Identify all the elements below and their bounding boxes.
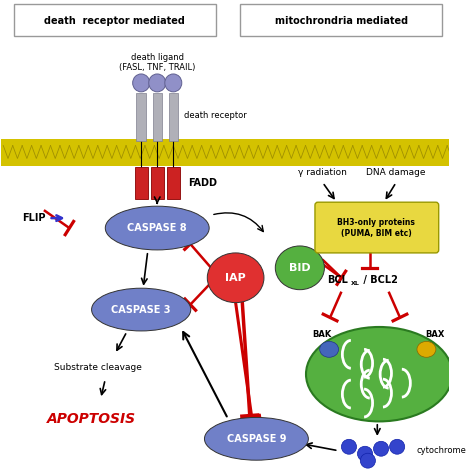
Ellipse shape bbox=[204, 418, 309, 460]
Bar bbox=[1, 138, 449, 166]
Ellipse shape bbox=[133, 74, 150, 92]
FancyBboxPatch shape bbox=[240, 4, 442, 36]
Text: APOPTOSIS: APOPTOSIS bbox=[46, 412, 136, 426]
Ellipse shape bbox=[341, 439, 356, 454]
Text: Substrate cleavage: Substrate cleavage bbox=[54, 363, 142, 372]
Text: CASPASE 3: CASPASE 3 bbox=[111, 305, 171, 315]
Bar bbox=[169, 93, 178, 141]
Text: FLIP: FLIP bbox=[22, 213, 46, 223]
Text: BAX: BAX bbox=[425, 330, 445, 339]
Text: BH3-only proteins
(PUMA, BIM etc): BH3-only proteins (PUMA, BIM etc) bbox=[337, 219, 415, 238]
Text: IAP: IAP bbox=[225, 273, 246, 283]
Text: death receptor: death receptor bbox=[184, 111, 246, 120]
Text: CASPASE 9: CASPASE 9 bbox=[227, 434, 286, 444]
FancyBboxPatch shape bbox=[315, 202, 439, 253]
Bar bbox=[151, 167, 164, 199]
Ellipse shape bbox=[319, 341, 338, 357]
Ellipse shape bbox=[91, 288, 191, 331]
Ellipse shape bbox=[306, 327, 452, 421]
Ellipse shape bbox=[374, 441, 389, 456]
Text: mitochrondria mediated: mitochrondria mediated bbox=[275, 16, 408, 26]
Text: cytochrome: cytochrome bbox=[417, 446, 467, 455]
Text: FADD: FADD bbox=[188, 178, 218, 188]
Bar bbox=[137, 93, 146, 141]
Text: CASPASE 8: CASPASE 8 bbox=[128, 223, 187, 233]
Text: BCL: BCL bbox=[327, 275, 348, 285]
Text: BID: BID bbox=[289, 263, 310, 273]
Text: BAK: BAK bbox=[312, 330, 331, 339]
Text: death  receptor mediated: death receptor mediated bbox=[44, 16, 185, 26]
Text: / BCL2: / BCL2 bbox=[360, 275, 398, 285]
Text: γ radiation: γ radiation bbox=[298, 168, 347, 177]
Bar bbox=[167, 167, 180, 199]
Ellipse shape bbox=[275, 246, 324, 290]
Text: DNA damage: DNA damage bbox=[366, 168, 426, 177]
Text: death ligand
(FASL, TNF, TRAIL): death ligand (FASL, TNF, TRAIL) bbox=[119, 53, 195, 73]
Text: XL: XL bbox=[351, 281, 360, 286]
Ellipse shape bbox=[207, 253, 264, 302]
Ellipse shape bbox=[417, 341, 436, 357]
Ellipse shape bbox=[360, 453, 375, 468]
FancyBboxPatch shape bbox=[14, 4, 216, 36]
Ellipse shape bbox=[165, 74, 182, 92]
Ellipse shape bbox=[390, 439, 405, 454]
Ellipse shape bbox=[149, 74, 166, 92]
Bar bbox=[135, 167, 148, 199]
Ellipse shape bbox=[357, 446, 373, 461]
Ellipse shape bbox=[105, 206, 209, 250]
Bar bbox=[153, 93, 162, 141]
